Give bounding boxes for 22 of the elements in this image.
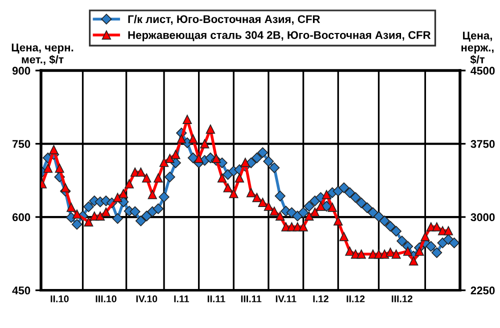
legend-label: Г/к лист, Юго-Восточная Азия, CFR	[128, 14, 320, 25]
y2-tick-label: 2250	[470, 286, 495, 294]
x-tick-label: II.12	[346, 295, 365, 302]
x-tick-label: II.11	[208, 296, 226, 302]
y-tick-label: 900	[12, 66, 30, 75]
y-tick-label: 750	[12, 140, 30, 148]
y-tick-label: 600	[12, 213, 30, 222]
x-tick-label: I.12	[313, 295, 328, 302]
x-tick-label: IV.10	[136, 295, 158, 302]
x-tick-label: I.11	[174, 296, 190, 302]
y-tick-label: 450	[12, 286, 30, 294]
y2-tick-label: 4500	[470, 66, 495, 75]
x-tick-label: III.11	[241, 296, 262, 302]
legend-label: Нержавеющая сталь 304 2В, Юго-Восточная Азия, CFR	[128, 31, 431, 42]
x-tick-label: III.10	[96, 295, 116, 302]
x-tick-label: III.12	[392, 295, 412, 302]
y2-tick-label: 3000	[470, 213, 495, 222]
y2-axis-title: Цена, нерж., $/т	[461, 32, 494, 64]
x-tick-label: II.10	[50, 295, 69, 302]
y2-tick-label: 3750	[470, 140, 495, 148]
y-axis-title: Цена, черн. мет., $/т	[12, 44, 74, 66]
x-tick-label: IV.11	[276, 296, 296, 302]
